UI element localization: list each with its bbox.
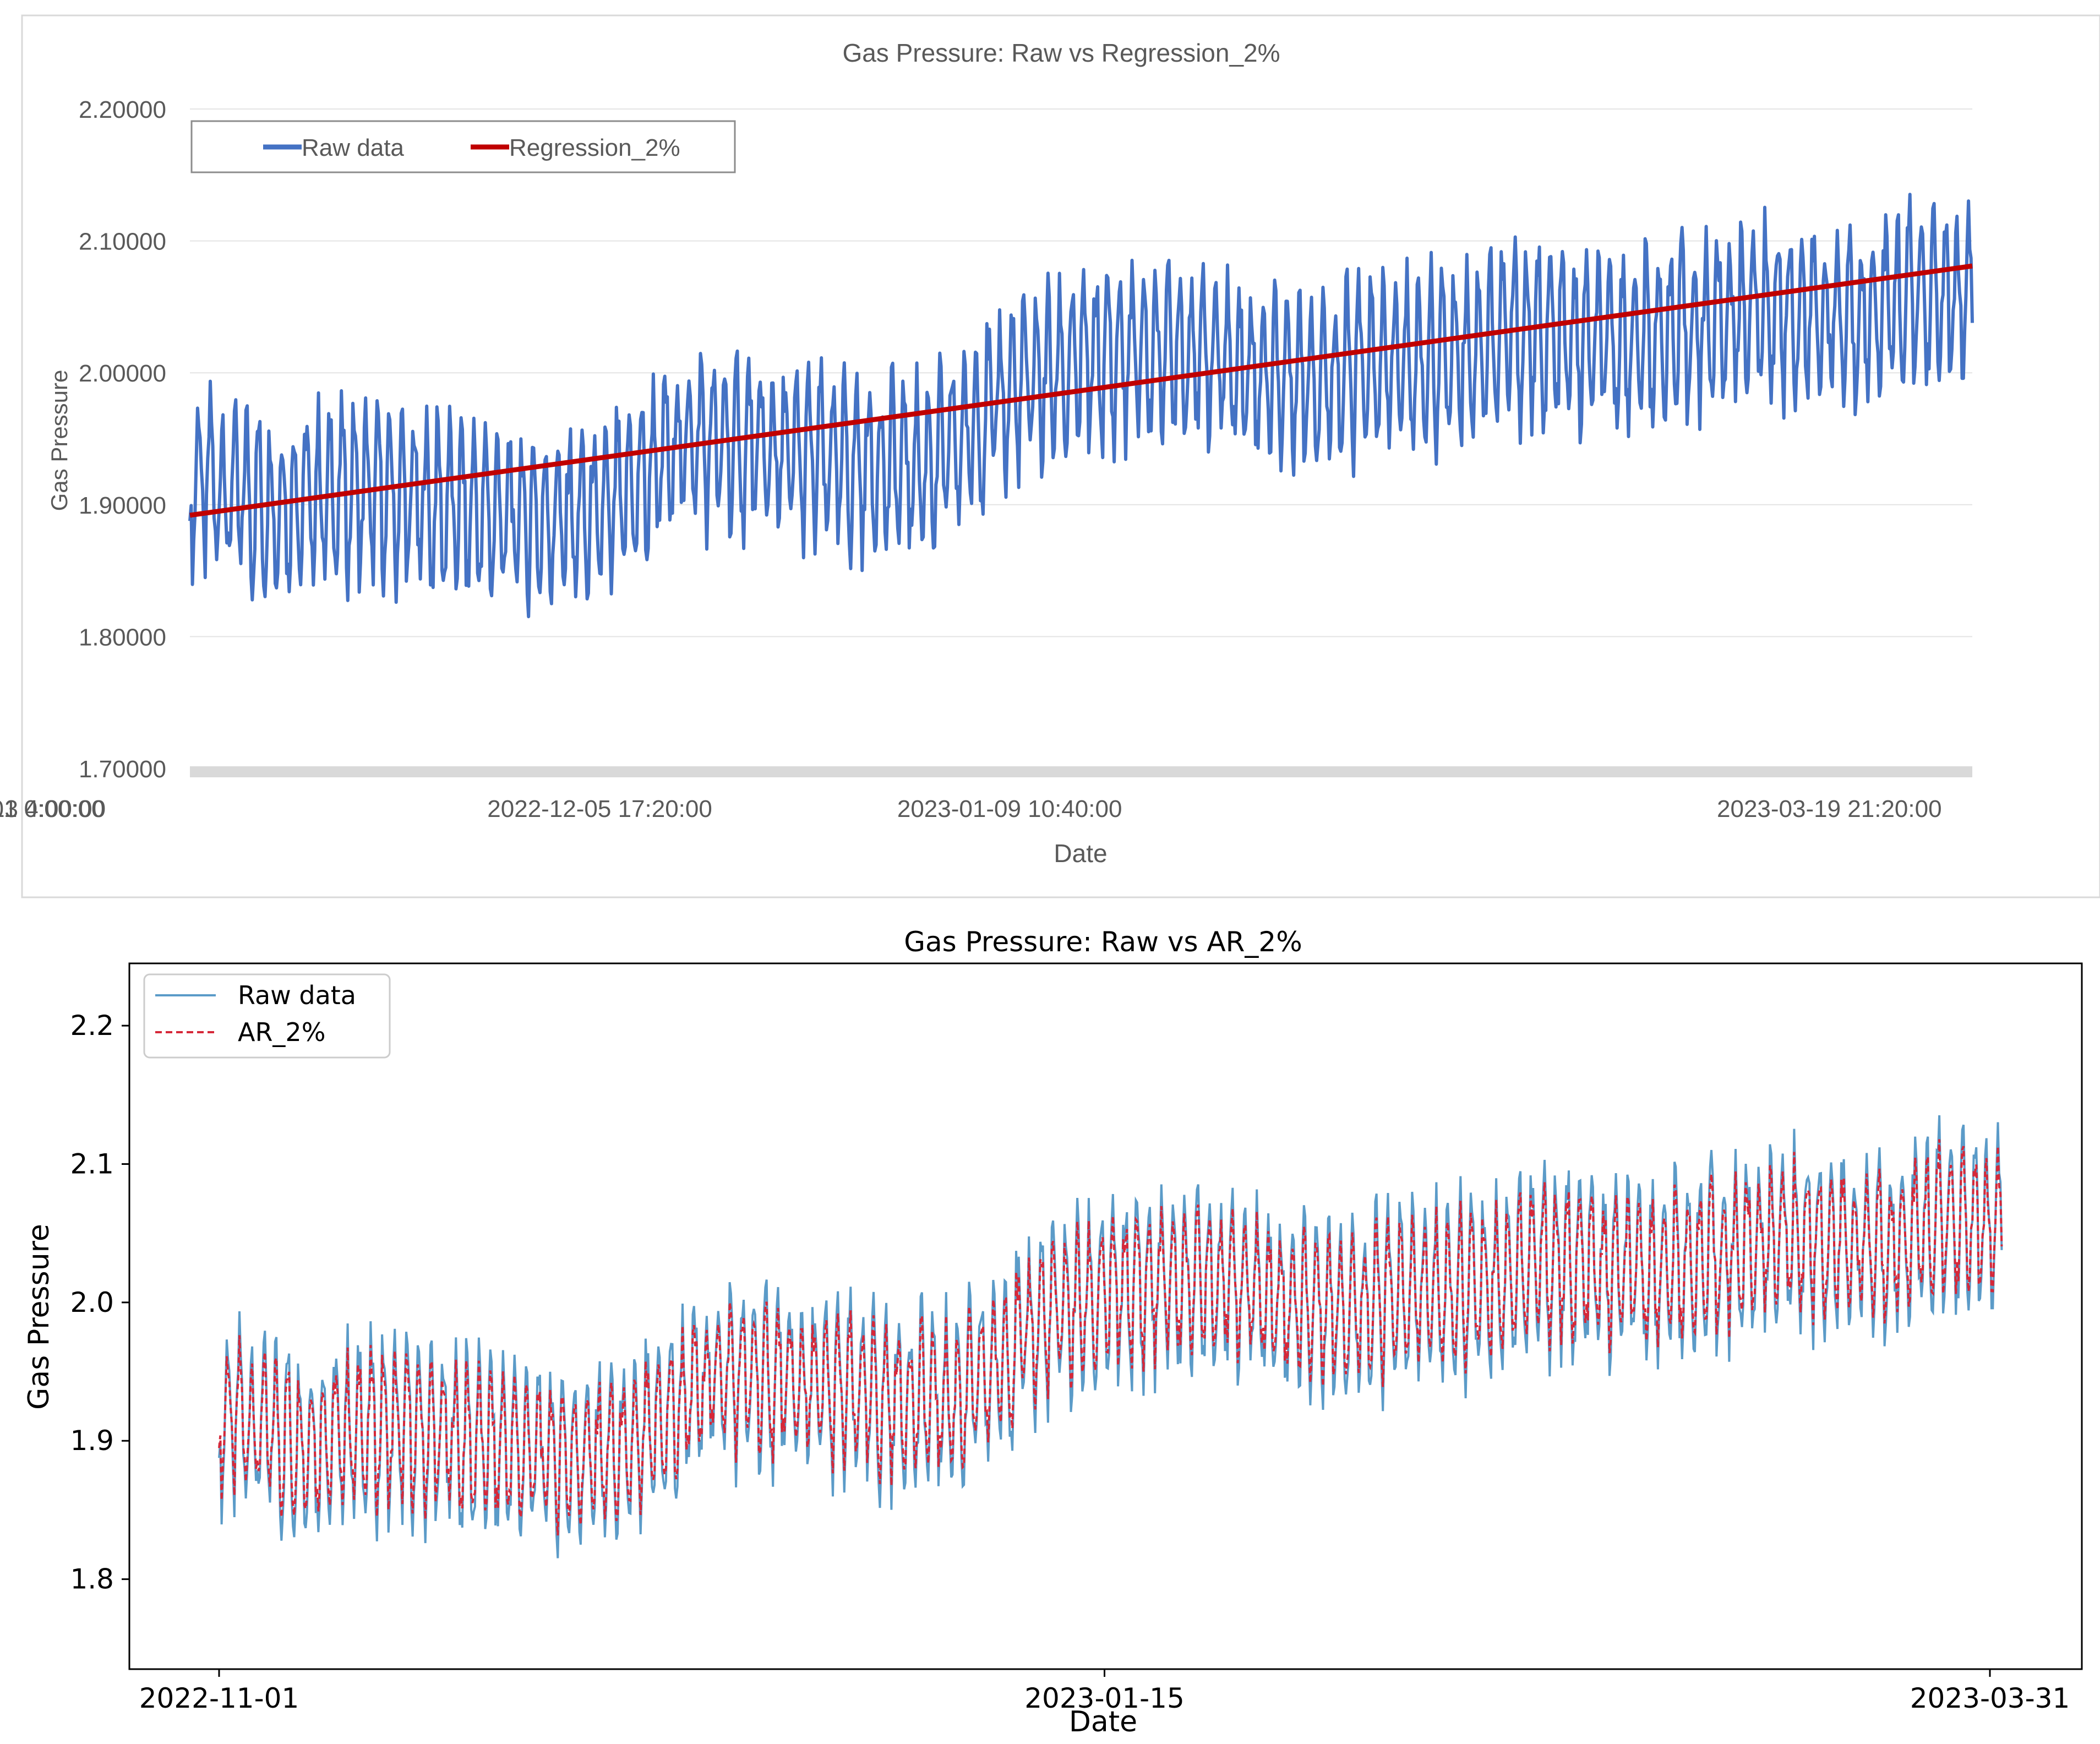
x-tick-label: 2022-11-01 [139, 1682, 299, 1714]
regression-line [189, 263, 1973, 518]
x-tick-label: 2023-02-13 4:00:00 [0, 795, 106, 822]
y-tick-label: 2.0 [70, 1287, 114, 1318]
x-tick-labels: 2022-11-01 0:00:00 2022-12-05 17:20:00 202… [0, 795, 1942, 822]
y-axis-label: Gas Pressure [23, 1224, 56, 1410]
x-tick-label: 2022-11-01 0:00:00 [0, 795, 105, 822]
y-tick-label: 2.20000 [79, 96, 166, 123]
y-tick-label: 2.10000 [79, 228, 166, 255]
y-tick-label: 1.70000 [79, 756, 166, 783]
y-tick-labels: 1.70000 1.80000 1.90000 2.00000 2.10000 2.200… [79, 96, 166, 783]
axes-frame [128, 962, 2083, 1670]
legend-label-ar: AR_2% [238, 1017, 325, 1047]
regression-chart: Gas Pressure: Raw vs Regression_2% 1.700… [0, 14, 2100, 898]
horizontal-axis-bar [190, 766, 1972, 777]
y-tick-label: 1.80000 [79, 624, 166, 651]
chart-title: Gas Pressure: Raw vs AR_2% [904, 926, 1302, 958]
legend-label-regression: Regression_2% [509, 134, 680, 161]
plot-series [218, 1115, 2003, 1558]
y-tick-label: 1.90000 [79, 492, 166, 519]
legend: Raw data AR_2% [143, 973, 391, 1059]
legend-label-raw: Raw data [302, 134, 404, 161]
chart-title: Gas Pressure: Raw vs Regression_2% [842, 39, 1280, 67]
ar-line [218, 1139, 2003, 1536]
x-tick-label: 2023-03-19 21:20:00 [1717, 795, 1942, 822]
x-tick-labels: 2022-11-01 2023-01-15 2023-03-31 [139, 1669, 2070, 1714]
y-tick-labels: 1.8 1.9 2.0 2.1 2.2 [70, 1010, 129, 1595]
y-tick-label: 2.00000 [79, 360, 166, 387]
x-tick-label: 2022-12-05 17:20:00 [487, 795, 712, 822]
raw-data-line [188, 193, 1974, 619]
y-axis-label: Gas Pressure [46, 370, 72, 511]
plot-series [188, 193, 1974, 619]
y-tick-label: 1.8 [70, 1563, 114, 1595]
x-tick-label: 2023-01-09 10:40:00 [897, 795, 1122, 822]
x-axis-label: Date [1054, 839, 1107, 868]
legend-label-raw: Raw data [238, 980, 356, 1010]
x-tick-label: 2023-03-31 [1910, 1682, 2070, 1714]
y-tick-label: 1.9 [70, 1425, 114, 1457]
ar-chart: Gas Pressure: Raw vs AR_2% 1.8 1.9 2.0 2.1 2… [23, 926, 2083, 1738]
y-tick-label: 2.2 [70, 1010, 114, 1042]
x-axis-label: Date [1069, 1705, 1137, 1738]
y-tick-label: 2.1 [70, 1148, 114, 1180]
x-tick-label: 2023-01-15 [1024, 1682, 1185, 1714]
legend: Raw data Regression_2% [190, 120, 736, 173]
